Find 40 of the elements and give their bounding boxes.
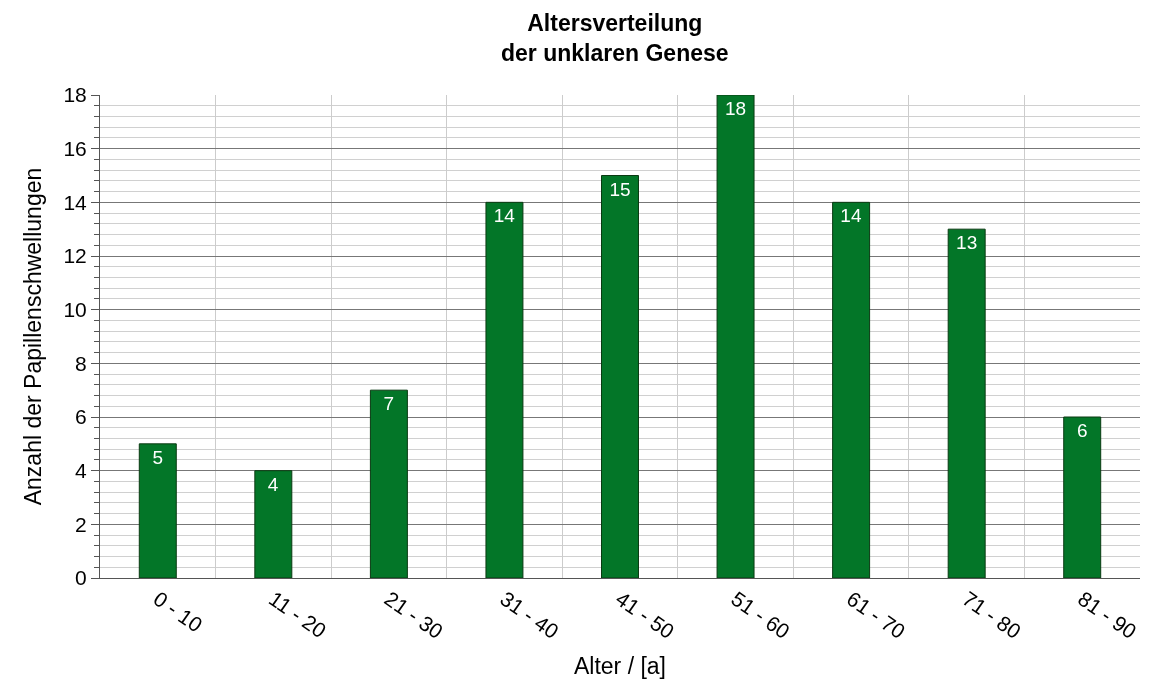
x-tick-label: 21 - 30	[380, 586, 448, 644]
y-tick-label: 14	[63, 190, 88, 214]
y-tick-label: 6	[75, 405, 87, 429]
bar	[485, 201, 524, 578]
bar	[138, 443, 177, 578]
data-label: 7	[383, 393, 395, 415]
x-tick-label: 61 - 70	[842, 586, 910, 644]
bar	[947, 228, 986, 578]
y-tick-label: 10	[63, 298, 87, 322]
bar	[1063, 416, 1102, 578]
data-label: 4	[267, 473, 279, 495]
y-tick-label: 8	[75, 351, 87, 375]
chart-title: Altersverteilung der unklaren Genese	[501, 9, 729, 66]
data-label: 14	[840, 205, 862, 227]
data-label: 14	[493, 205, 516, 227]
y-tick-label: 0	[75, 566, 87, 590]
x-tick-label: 81 - 90	[1073, 586, 1141, 644]
bar	[832, 201, 871, 578]
bar	[254, 470, 293, 578]
bar	[601, 175, 639, 578]
data-label: 15	[609, 178, 631, 200]
y-tick-label: 12	[63, 244, 87, 268]
data-label: 13	[956, 232, 978, 254]
x-tick-label: 11 - 20	[265, 586, 331, 643]
data-label: 5	[152, 446, 164, 468]
y-tick-label: 4	[75, 459, 88, 483]
data-label: 18	[724, 98, 747, 119]
x-tick-label: 0 - 10	[149, 586, 207, 637]
y-tick-label: 16	[63, 137, 87, 161]
x-axis-title: Alter / [a]	[573, 652, 667, 679]
y-tick-label: 2	[75, 512, 87, 536]
x-tick-label: 51 - 60	[727, 586, 794, 644]
x-tick-label: 41 - 50	[611, 586, 679, 644]
data-label: 6	[1076, 420, 1088, 441]
x-tick-label: 71 - 80	[958, 586, 1026, 644]
y-axis-title: Anzahl der Papillenschwellungen	[19, 167, 46, 506]
bar	[369, 389, 408, 578]
y-tick-label: 18	[63, 83, 87, 107]
x-tick-label: 31 - 40	[496, 586, 563, 644]
bar	[716, 95, 755, 578]
